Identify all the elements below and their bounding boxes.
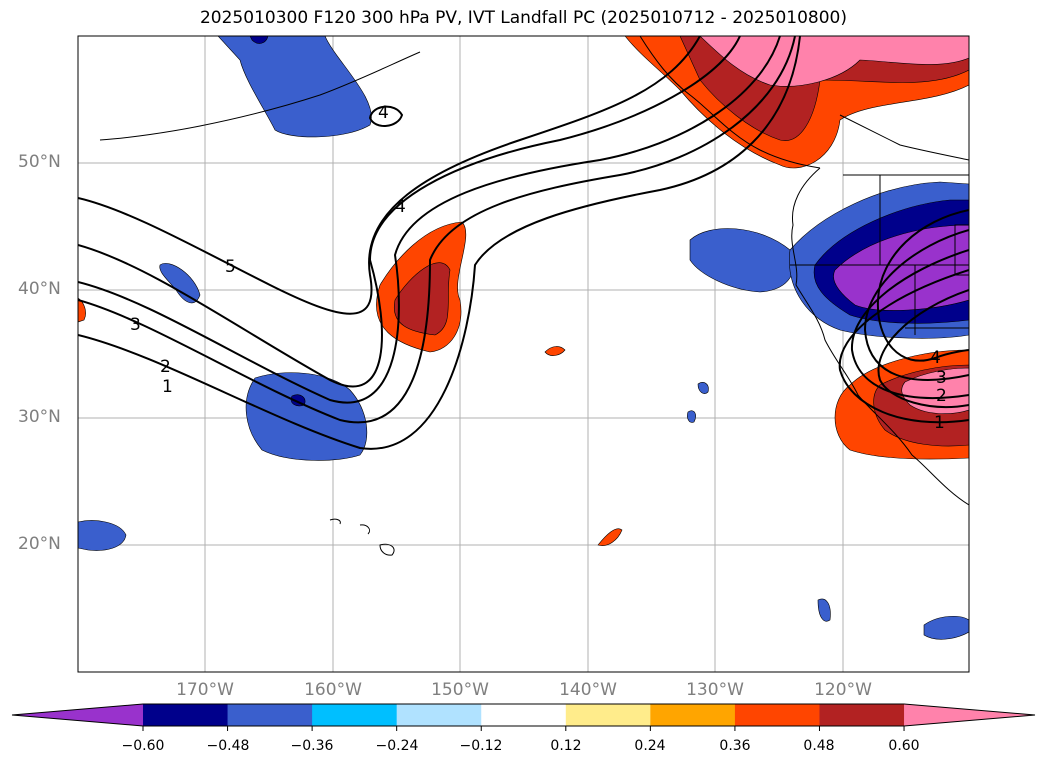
lon-label-140w: 140°W (559, 680, 617, 700)
colorbar-segment (819, 704, 905, 726)
pv-blob-hawaii-east-1 (697, 382, 709, 394)
pv-blob-west-coast-core (833, 224, 969, 311)
contour-4a (78, 36, 741, 388)
pv-blob-hawaii-east-2 (687, 410, 696, 423)
contour-label-5: 5 (225, 257, 236, 277)
colorbar-tick-label: −0.48 (206, 738, 250, 754)
map-frame (77, 35, 970, 673)
contour-east-2 (850, 249, 969, 399)
pv-blob-small-south (597, 528, 623, 546)
contour-east-4 (876, 209, 969, 362)
colorbar-tick-label: 0.24 (634, 738, 666, 754)
colorbar-extend-min (12, 704, 143, 726)
contour-label-2: 2 (160, 357, 171, 377)
contour-east-inner (877, 289, 969, 408)
pv-shading (78, 36, 969, 640)
pv-blob-small-42n (159, 263, 201, 304)
lon-label-150w: 150°W (431, 680, 489, 700)
contour-east-1 (838, 269, 969, 424)
pv-blob-mexico-1 (817, 598, 831, 622)
lat-label-20n: 20°N (18, 534, 61, 554)
colorbar-tick-label: 0.36 (719, 738, 751, 754)
contour-label-4-small: 4 (378, 103, 389, 123)
colorbar-tick-label: −0.12 (459, 738, 503, 754)
colorbar-segment (734, 704, 820, 726)
pv-blob-northeast-pacific-core (699, 36, 969, 87)
colorbar (11, 703, 1036, 731)
colorbar-tick-label: 0.12 (550, 738, 582, 754)
colorbar-segment (481, 704, 567, 726)
pv-blob-dateline-20n (78, 520, 127, 551)
contour-5 (78, 36, 701, 315)
pv-blob-aleutian (217, 36, 372, 138)
colorbar-segment (227, 704, 313, 726)
colorbar-segment (565, 704, 651, 726)
lat-label-40n: 40°N (18, 279, 61, 299)
lat-label-30n: 30°N (18, 407, 61, 427)
map-title: 2025010300 F120 300 hPa PV, IVT Landfall… (199, 8, 847, 28)
colorbar-tick-label: −0.60 (121, 738, 165, 754)
contour-4-small (368, 105, 404, 127)
lon-label-170w: 170°W (176, 680, 234, 700)
coastlines (99, 36, 969, 556)
contour-label-3: 3 (130, 315, 141, 335)
colorbar-tick-label: 0.48 (803, 738, 835, 754)
contour-label-east-3: 3 (936, 368, 947, 388)
lat-label-50n: 50°N (18, 152, 61, 172)
contour-label-1: 1 (162, 377, 173, 397)
lon-label-160w: 160°W (304, 680, 362, 700)
contour-label-east-4: 4 (930, 348, 941, 368)
pv-blob-positive-central-core (393, 262, 451, 336)
contour-3 (78, 36, 781, 404)
contour-2 (78, 36, 796, 424)
contour-labels: 1 2 3 4 5 4 4 3 2 1 (130, 103, 947, 433)
ivt-contours (78, 36, 969, 450)
gridlines (78, 36, 969, 672)
lon-label-130w: 130°W (686, 680, 744, 700)
colorbar-tick-label: 0.60 (888, 738, 920, 754)
contour-label-east-1: 1 (934, 413, 945, 433)
colorbar-segment (143, 704, 229, 726)
pv-blob-mexico-2 (923, 616, 969, 640)
pv-blob-offshore (689, 228, 795, 293)
contour-label-4: 4 (395, 197, 406, 217)
colorbar-tick-label: −0.36 (290, 738, 334, 754)
colorbar-extend-max (904, 704, 1035, 726)
lon-label-120w: 120°W (814, 680, 872, 700)
pv-blob-small-central (544, 346, 566, 356)
colorbar-segment (312, 704, 398, 726)
contour-label-east-2: 2 (936, 386, 947, 406)
colorbar-tick-label: −0.24 (375, 738, 419, 754)
colorbar-segment (396, 704, 482, 726)
colorbar-segment (650, 704, 736, 726)
contour-east-3 (863, 229, 969, 381)
contour-1 (78, 36, 801, 450)
map-field: 1 2 3 4 5 4 4 3 2 1 (78, 36, 969, 672)
